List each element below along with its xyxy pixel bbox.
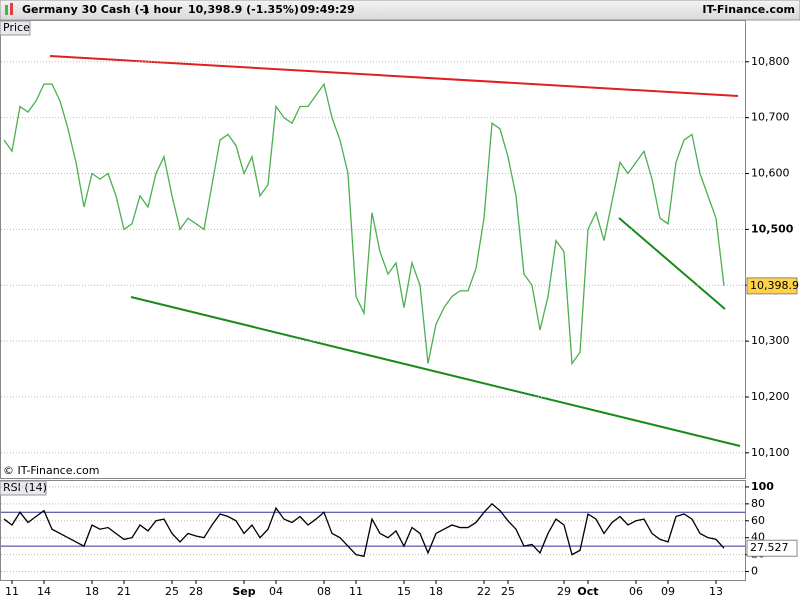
copyright: © IT-Finance.com [3, 464, 100, 477]
x-tick-label: 18 [85, 585, 99, 598]
y-tick-label: 80 [751, 497, 765, 510]
panel-tag [0, 480, 47, 496]
icon [5, 5, 8, 15]
x-tick-label: 08 [317, 585, 331, 598]
x-tick-label: 29 [557, 585, 571, 598]
x-tick-label: Sep [232, 585, 255, 598]
x-tick-label: 04 [269, 585, 283, 598]
panel-label: RSI (14) [3, 481, 47, 494]
x-tick-label: 14 [37, 585, 51, 598]
y-tick-label: 10,600 [751, 167, 790, 180]
short-trendline [618, 217, 726, 310]
price-line [3, 502, 725, 558]
y-tick-label: 10,800 [751, 55, 790, 68]
panel-label: Price [3, 21, 30, 34]
last-value-box [746, 277, 798, 295]
y-tick-label: 100 [751, 480, 774, 493]
header-brand: IT-Finance.com [702, 3, 795, 16]
last-value-label: 27.527 [750, 541, 789, 554]
price-panel [0, 20, 746, 479]
y-tick-label: 0 [751, 565, 758, 578]
panel-tag [0, 20, 31, 36]
y-tick-label: 10,700 [751, 111, 790, 124]
y-tick-label: 10,500 [751, 222, 794, 235]
support-trendline [130, 296, 741, 447]
rsi-panel [0, 480, 746, 581]
x-tick-label: 21 [117, 585, 131, 598]
icon [10, 3, 13, 15]
header-interval: 1 hour [142, 3, 183, 16]
resistance-trendline [49, 55, 739, 97]
x-tick-label: 28 [189, 585, 203, 598]
x-tick-label: Oct [577, 585, 598, 598]
x-tick-label: 22 [477, 585, 491, 598]
x-tick-label: 11 [5, 585, 19, 598]
header-title: Germany 30 Cash (-) [22, 3, 149, 16]
y-tick-label: 10,200 [751, 390, 790, 403]
x-tick-label: 11 [349, 585, 363, 598]
x-tick-label: 25 [165, 585, 179, 598]
header-quote: 10,398.9 (-1.35%) [188, 3, 299, 16]
y-tick-label: 60 [751, 514, 765, 527]
x-tick-label: 15 [397, 585, 411, 598]
x-tick-label: 18 [429, 585, 443, 598]
last-value-box [746, 539, 798, 557]
last-value-label: 10,398.9 [750, 279, 799, 292]
y-tick-label: 10,300 [751, 334, 790, 347]
y-tick-label: 10,100 [751, 446, 790, 459]
header-time: 09:49:29 [300, 3, 355, 16]
x-tick-label: 09 [661, 585, 675, 598]
x-tick-label: 25 [501, 585, 515, 598]
x-tick-label: 06 [629, 585, 643, 598]
x-tick-label: 13 [709, 585, 723, 598]
price-line [3, 82, 725, 366]
